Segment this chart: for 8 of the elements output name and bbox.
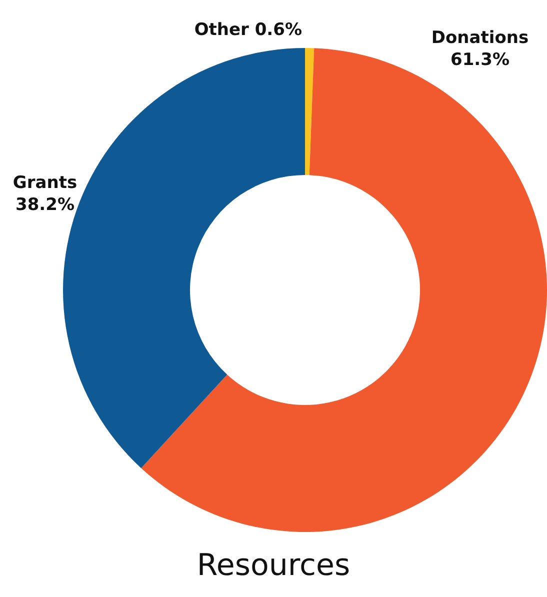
data-label: 38.2% — [16, 195, 74, 215]
slice-label: Donations — [431, 28, 529, 48]
slice-label: Other 0.6% — [194, 20, 302, 40]
data-label: 61.3% — [450, 50, 510, 70]
donut-slice — [141, 48, 547, 532]
donut-slice — [305, 48, 314, 176]
slice-label: Grants — [12, 173, 78, 193]
text: Resources — [196, 548, 350, 583]
